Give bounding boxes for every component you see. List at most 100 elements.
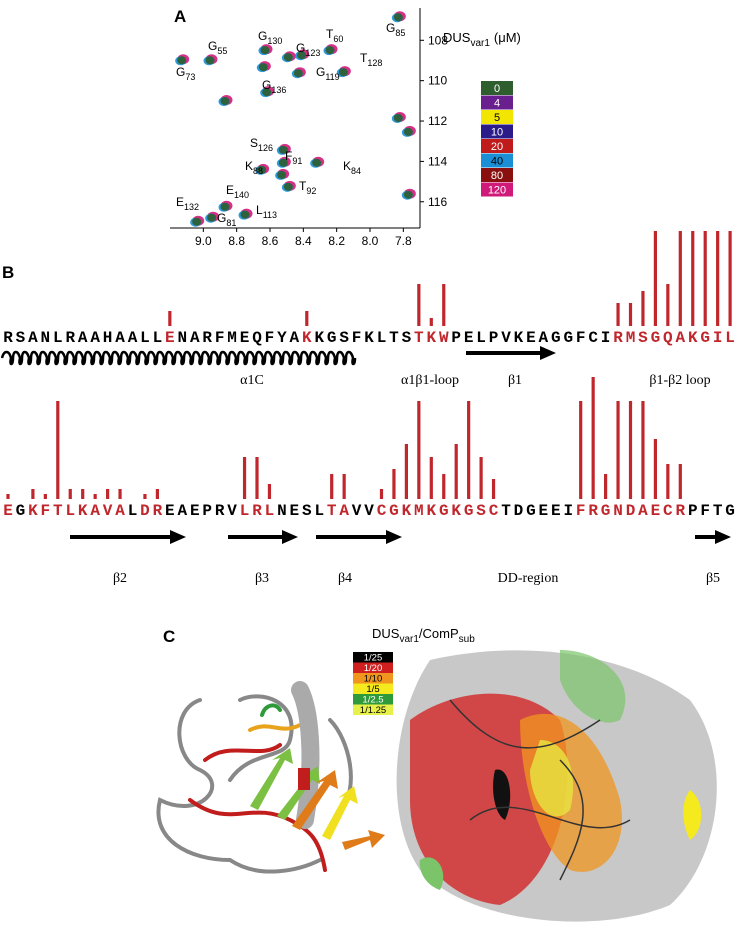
shift-bar — [267, 484, 272, 499]
strand-arrow-head — [282, 530, 298, 544]
shift-bar — [491, 479, 496, 499]
peak-number: 126 — [258, 143, 273, 153]
residue: C — [377, 502, 387, 520]
surface-structure — [396, 650, 717, 922]
residue: S — [302, 502, 312, 520]
residue: R — [252, 502, 262, 520]
residue: P — [451, 329, 461, 347]
peak-number: 130 — [267, 36, 282, 46]
shift-bar — [653, 439, 657, 499]
peak-label: L113 — [256, 203, 277, 220]
shift-bar — [81, 489, 85, 499]
legend-swatch — [481, 153, 513, 168]
peak-number: 123 — [305, 48, 320, 58]
peak-label: F91 — [285, 149, 302, 166]
legend-label: 5 — [494, 112, 500, 124]
residue: V — [227, 502, 237, 520]
panel-label: A — [174, 7, 186, 26]
peak-label: G73 — [176, 65, 195, 82]
residue: E — [240, 329, 250, 347]
shift-bar — [628, 303, 633, 326]
legend-label: 1/10 — [364, 674, 383, 685]
legend-swatch — [353, 652, 393, 663]
peak-residue: G — [208, 39, 217, 53]
peak-residue: T — [360, 51, 368, 65]
shift-bar — [31, 489, 35, 499]
region-label: β5 — [706, 571, 720, 586]
nmr-peak — [240, 210, 250, 219]
nmr-peak — [262, 88, 272, 97]
shift-bar — [392, 469, 396, 499]
nmr-peak — [293, 69, 303, 78]
legend-title: DUSvar1/ComPsub — [372, 626, 475, 645]
peak-number: 132 — [184, 202, 199, 212]
residue: T — [389, 329, 399, 347]
x-tick-label: 9.0 — [195, 234, 212, 248]
legend-title-base: DUS — [372, 626, 400, 641]
legend-label: 80 — [491, 170, 503, 182]
nmr-peak — [207, 213, 217, 222]
legend-title: DUSvar1 (μM) — [443, 30, 521, 49]
peak-number: 73 — [185, 72, 195, 82]
shift-bar — [678, 464, 682, 499]
residue: G — [563, 329, 573, 347]
residue: D — [626, 502, 636, 520]
legend-label: 0 — [494, 83, 500, 95]
nmr-peak — [258, 63, 268, 72]
peak-number: 119 — [325, 72, 339, 82]
peak-residue: K — [343, 159, 351, 173]
shift-bar — [641, 291, 645, 326]
residue: F — [41, 502, 51, 520]
residue: G — [725, 502, 735, 520]
legend-title-mid: /ComP — [419, 626, 459, 641]
legend-label: 20 — [491, 141, 503, 153]
residue: E — [551, 502, 561, 520]
shift-bar — [255, 457, 259, 499]
peak-label: G85 — [386, 21, 405, 38]
shift-bar — [641, 401, 645, 499]
peak-label: G130 — [258, 29, 282, 46]
residue: V — [103, 502, 113, 520]
residue: I — [713, 329, 723, 347]
shift-bar — [442, 474, 446, 499]
shift-bar — [454, 444, 458, 499]
peak-residue: G — [386, 21, 395, 35]
residue: K — [314, 329, 324, 347]
residue: A — [539, 329, 549, 347]
shift-bar — [716, 231, 720, 326]
shift-bar — [330, 474, 334, 499]
shift-bar — [56, 401, 60, 499]
shift-bar — [728, 231, 732, 326]
residue: G — [16, 502, 26, 520]
peak-label: G123 — [296, 41, 320, 58]
residue: A — [339, 502, 349, 520]
residue: T — [713, 502, 723, 520]
peak-residue: G — [316, 65, 325, 79]
peak-residue: E — [226, 183, 234, 197]
residue: S — [476, 502, 486, 520]
residue: G — [651, 329, 661, 347]
y-tick-label: 116 — [428, 195, 447, 209]
legend-swatch — [481, 168, 513, 182]
residue: A — [115, 502, 125, 520]
legend-swatch — [481, 124, 513, 139]
residue: F — [576, 502, 586, 520]
residue: A — [290, 329, 300, 347]
peak-label: K88 — [245, 159, 263, 176]
residue: N — [41, 329, 51, 347]
shift-bar — [6, 494, 10, 499]
residue: T — [501, 502, 511, 520]
residue: G — [601, 502, 611, 520]
residue: L — [265, 502, 275, 520]
shift-bar — [467, 401, 471, 499]
peak-residue: G — [176, 65, 185, 79]
shift-bar — [429, 318, 433, 326]
region-label: α1C — [240, 373, 264, 388]
legend-title-sub: var1 — [399, 634, 419, 645]
residue: R — [153, 502, 163, 520]
peak-label: T60 — [326, 27, 343, 44]
shift-bar — [305, 311, 309, 326]
legend-swatch — [481, 95, 513, 110]
region-label: β2 — [113, 571, 127, 586]
residue: Q — [252, 329, 262, 347]
